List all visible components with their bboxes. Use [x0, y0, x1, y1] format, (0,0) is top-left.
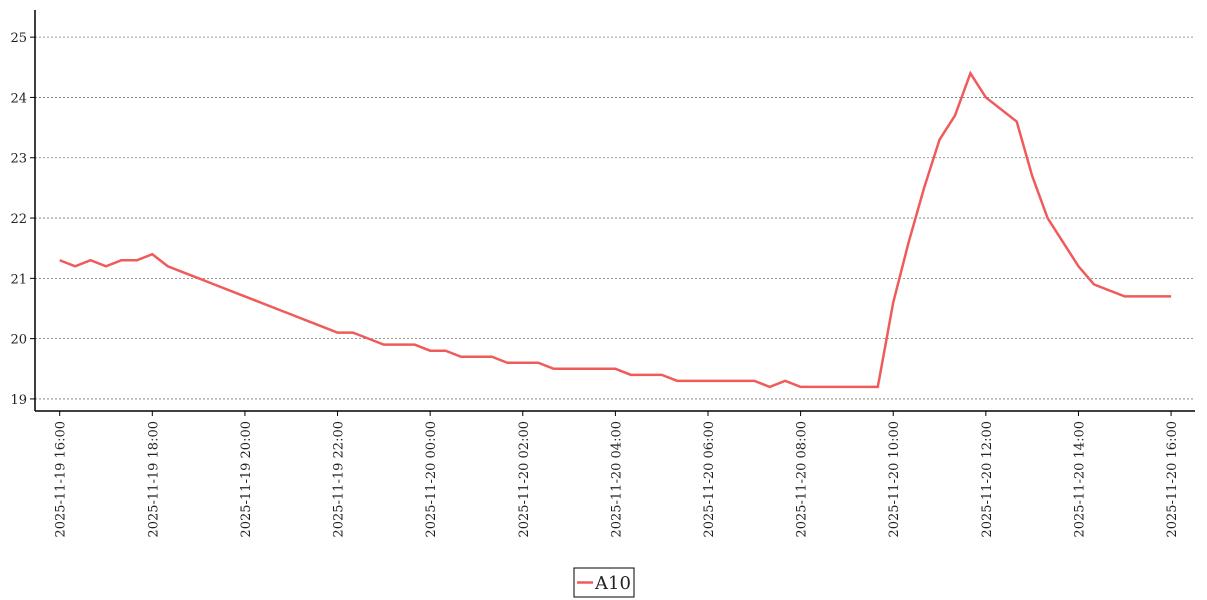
- x-tick-label: 2025-11-20 10:00: [887, 421, 902, 538]
- x-tick-label: 2025-11-19 16:00: [54, 421, 69, 538]
- data-line: [59, 70, 1172, 389]
- x-tick-label: 2025-11-20 02:00: [517, 421, 532, 538]
- x-tick-label: 2025-11-20 16:00: [1165, 421, 1180, 538]
- y-tick-label: 23: [10, 152, 27, 167]
- x-tick-label: 2025-11-19 22:00: [332, 421, 347, 538]
- y-tick-label: 25: [10, 31, 27, 46]
- legend: A10: [573, 567, 635, 598]
- x-tick-label: 2025-11-19 20:00: [239, 421, 254, 538]
- y-tick-label: 20: [10, 333, 27, 348]
- x-tick-label: 2025-11-20 12:00: [980, 421, 995, 538]
- x-tick-label: 2025-11-20 14:00: [1072, 421, 1087, 538]
- x-tick-label: 2025-11-20 00:00: [424, 421, 439, 538]
- y-tick-label: 22: [10, 212, 27, 227]
- x-tick-label: 2025-11-20 04:00: [609, 421, 624, 538]
- x-tick-label: 2025-11-20 06:00: [702, 421, 717, 538]
- y-tick-label: 21: [10, 272, 27, 287]
- x-tick-label: 2025-11-20 08:00: [795, 421, 810, 538]
- y-tick-label: 24: [10, 91, 27, 106]
- legend-label: A10: [594, 573, 631, 594]
- y-tick-label: 19: [10, 393, 27, 408]
- x-tick-label: 2025-11-19 18:00: [146, 421, 161, 538]
